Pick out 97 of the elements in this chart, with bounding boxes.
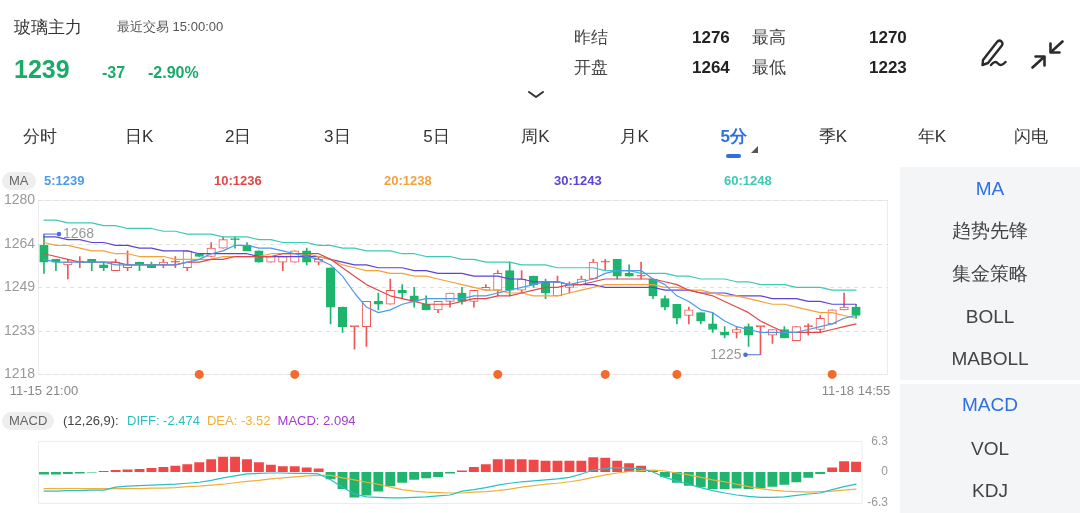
text: 5分 bbox=[720, 127, 747, 147]
bar bbox=[851, 461, 861, 472]
bar bbox=[516, 459, 527, 472]
bar bbox=[839, 461, 850, 472]
bar bbox=[767, 472, 778, 487]
text: -2.90% bbox=[148, 64, 199, 83]
text: 60:1248 bbox=[724, 173, 772, 189]
bar bbox=[301, 467, 312, 472]
text: 集金策略 bbox=[952, 263, 1028, 285]
annotation: 1225 bbox=[710, 345, 742, 362]
bar bbox=[194, 462, 205, 472]
text: 1270 bbox=[869, 28, 907, 48]
text: MACD: 2.094 bbox=[277, 413, 356, 429]
bar bbox=[731, 472, 742, 489]
text: VOL bbox=[970, 438, 1010, 460]
text: -37 bbox=[102, 64, 126, 83]
bar bbox=[492, 459, 503, 472]
bar bbox=[277, 466, 288, 472]
bar bbox=[182, 464, 193, 472]
bar bbox=[218, 456, 229, 472]
bar bbox=[468, 467, 479, 472]
chart-title: MACD bbox=[9, 412, 48, 430]
bar bbox=[170, 465, 181, 472]
text: MACD bbox=[962, 394, 1018, 416]
text: 1239 bbox=[14, 55, 70, 84]
bar bbox=[588, 457, 599, 472]
bar bbox=[779, 472, 790, 485]
text: MA bbox=[975, 178, 1005, 200]
text: 季K bbox=[818, 127, 847, 147]
bar bbox=[409, 472, 420, 480]
bar bbox=[827, 467, 838, 472]
text: 闪电 bbox=[1014, 127, 1048, 147]
annotation: 1268 bbox=[62, 224, 95, 241]
bar bbox=[289, 466, 300, 472]
y-tick-label: 6.3 bbox=[871, 433, 889, 448]
bar bbox=[134, 469, 145, 472]
text: 30:1243 bbox=[554, 173, 602, 189]
bar bbox=[504, 459, 515, 472]
text: 3日 bbox=[324, 127, 351, 147]
text: DIFF: -2.474 bbox=[127, 413, 200, 429]
text: 5:1239 bbox=[44, 173, 85, 189]
text: 1223 bbox=[869, 58, 907, 78]
bar bbox=[480, 464, 491, 472]
bar bbox=[206, 459, 217, 472]
bar bbox=[230, 456, 240, 472]
bar bbox=[242, 459, 252, 472]
text: 分时 bbox=[23, 127, 57, 147]
x-tick-label: 11-18 14:55 bbox=[821, 382, 891, 398]
text: 最高 bbox=[752, 28, 786, 48]
text: 5日 bbox=[423, 127, 450, 147]
y-tick-label: 1233 bbox=[4, 321, 36, 338]
bar bbox=[158, 467, 169, 472]
text: 10:1236 bbox=[214, 173, 262, 189]
bar bbox=[397, 472, 408, 483]
y-tick-label: 1218 bbox=[4, 365, 36, 382]
text: 20:1238 bbox=[384, 173, 432, 189]
y-tick-label: 1249 bbox=[4, 278, 36, 295]
bar bbox=[253, 462, 264, 472]
bar bbox=[803, 472, 814, 478]
bar bbox=[361, 472, 372, 496]
legend-title: MA bbox=[9, 172, 29, 190]
bar bbox=[433, 472, 443, 477]
text: 昨结 bbox=[574, 28, 608, 48]
bar bbox=[373, 472, 384, 492]
y-tick-label: 1280 bbox=[4, 191, 36, 208]
y-tick-label: 1264 bbox=[4, 234, 36, 251]
bar bbox=[146, 468, 157, 472]
bar bbox=[791, 472, 802, 483]
bar bbox=[576, 460, 587, 472]
x-tick-label: 11-15 21:00 bbox=[9, 382, 79, 398]
candlestick bbox=[600, 259, 610, 271]
text: 年K bbox=[917, 127, 947, 147]
bar bbox=[265, 464, 276, 472]
bar bbox=[564, 460, 575, 472]
text: 2日 bbox=[224, 127, 252, 147]
text: 开盘 bbox=[574, 58, 608, 78]
y-tick-label: -6.3 bbox=[867, 495, 889, 510]
text: 日K bbox=[124, 127, 154, 147]
chart-subtitle: 最近交易 15:00:00 bbox=[117, 19, 224, 35]
bar bbox=[385, 472, 396, 487]
bar bbox=[600, 457, 611, 472]
legend-title: (12,26,9): bbox=[63, 413, 119, 429]
text: 周K bbox=[521, 127, 550, 147]
text: 最低 bbox=[752, 58, 786, 78]
text: MABOLL bbox=[951, 348, 1029, 370]
bar bbox=[707, 472, 718, 490]
bar bbox=[528, 459, 539, 472]
text: KDJ bbox=[972, 480, 1008, 502]
text: 趋势先锋 bbox=[952, 220, 1028, 242]
bar bbox=[421, 472, 432, 479]
chart-title: 玻璃主力 bbox=[14, 18, 82, 38]
text: 1276 bbox=[692, 28, 730, 48]
text: 月K bbox=[620, 127, 649, 147]
text: 1264 bbox=[692, 58, 730, 78]
y-tick-label: 0 bbox=[881, 464, 889, 479]
text: DEA: -3.52 bbox=[206, 413, 271, 429]
text: BOLL bbox=[965, 306, 1015, 328]
